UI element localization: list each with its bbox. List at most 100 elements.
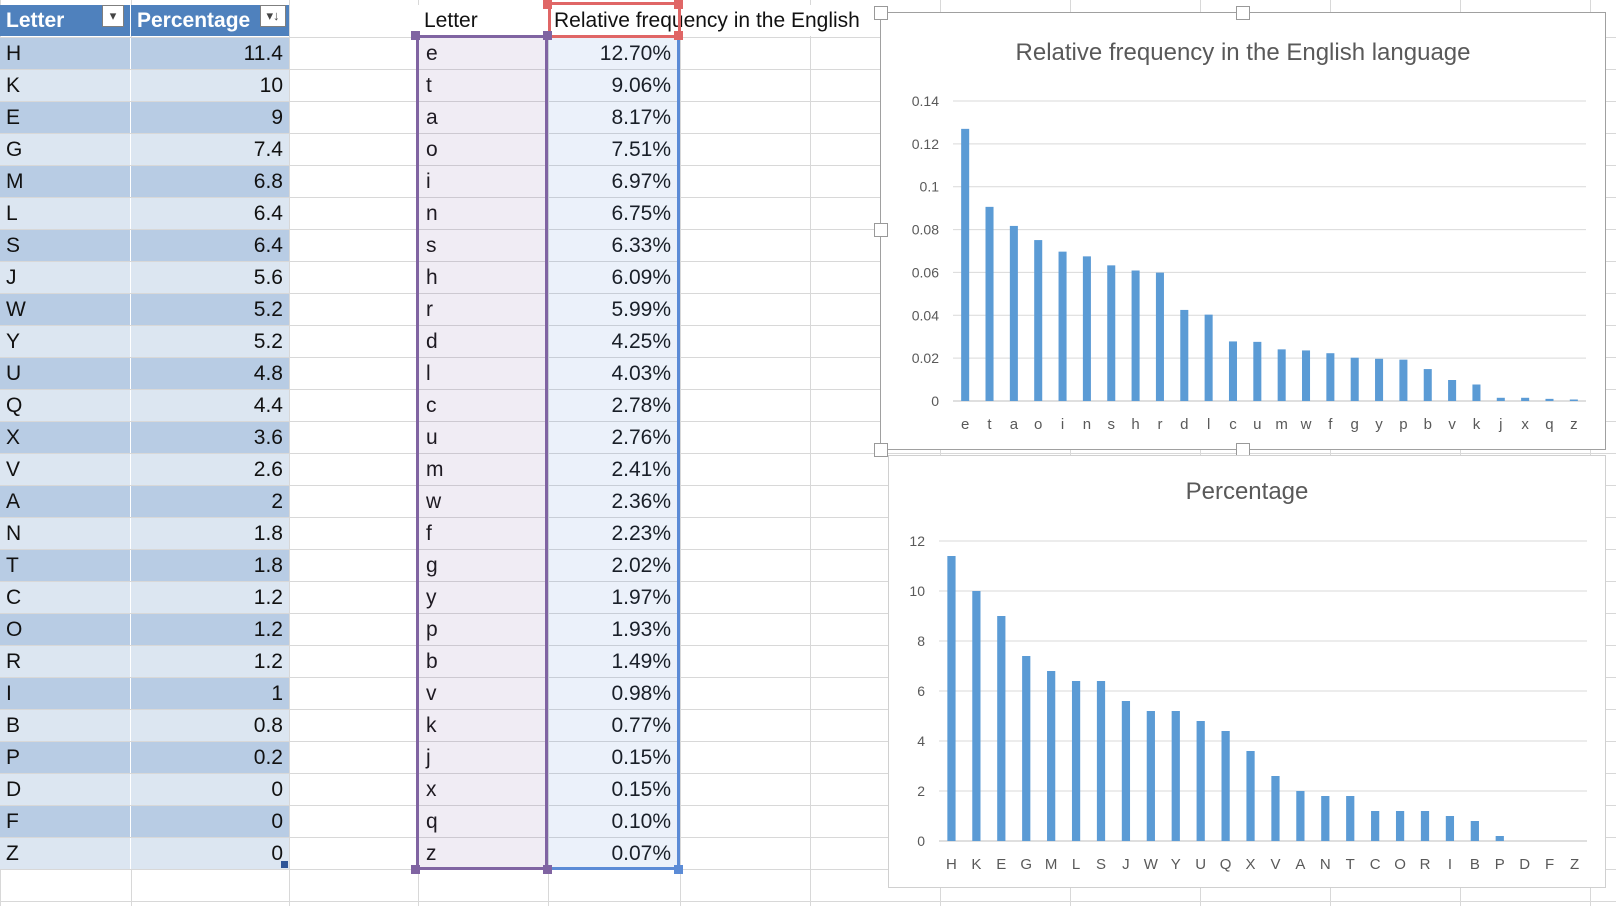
table1-letter-cell[interactable]: Q [0,390,130,421]
bar[interactable] [1321,796,1330,841]
bar[interactable] [1496,397,1505,401]
bar[interactable] [1271,776,1280,841]
selection-letter-column[interactable] [416,35,548,870]
table2-letter-cell[interactable]: z [426,842,437,865]
bar[interactable] [1034,240,1043,401]
bar[interactable] [1445,816,1455,841]
table2-letter-cell[interactable]: t [426,74,432,97]
table2-frequency-cell[interactable]: 4.03% [611,362,671,385]
table1-percentage-cell[interactable]: 11.4 [131,38,289,69]
table2-frequency-cell[interactable]: 8.17% [611,106,671,129]
bar[interactable] [1545,398,1554,401]
chart-resize-handle[interactable] [1236,6,1250,20]
table2-frequency-cell[interactable]: 0.98% [611,682,671,705]
table2-letter-cell[interactable]: j [426,746,431,769]
bar[interactable] [1472,384,1481,402]
chart-resize-handle[interactable] [874,223,888,237]
bar[interactable] [1253,341,1262,401]
table2-frequency-cell[interactable]: 2.02% [611,554,671,577]
table1-percentage-cell[interactable]: 0 [131,838,289,869]
bar[interactable] [1196,721,1205,841]
table2-frequency-cell[interactable]: 0.77% [611,714,671,737]
table2-frequency-cell[interactable]: 9.06% [611,74,671,97]
table2-letter-cell[interactable]: o [426,138,438,161]
table2-letter-cell[interactable]: e [426,42,438,65]
table1-letter-cell[interactable]: D [0,774,130,805]
table1-letter-cell[interactable]: Y [0,326,130,357]
bar[interactable] [1423,369,1432,401]
table1-percentage-cell[interactable]: 1.2 [131,646,289,677]
bar[interactable] [1131,270,1140,402]
table1-letter-cell[interactable]: V [0,454,130,485]
bar[interactable] [1071,681,1081,841]
bar[interactable] [1470,821,1479,841]
bar[interactable] [1107,265,1116,401]
table2-frequency-cell[interactable]: 6.33% [611,234,671,257]
table1-percentage-cell[interactable]: 1.8 [131,518,289,549]
table2-letter-cell[interactable]: c [426,394,437,417]
selection-handle[interactable] [674,31,683,40]
table2-frequency-cell[interactable]: 0.07% [611,842,671,865]
bar[interactable] [1448,380,1457,401]
selection-handle[interactable] [543,865,552,874]
bar[interactable] [1346,796,1355,841]
table2-letter-cell[interactable]: h [426,266,438,289]
table1-percentage-cell[interactable]: 4.4 [131,390,289,421]
table2-frequency-cell[interactable]: 0.10% [611,810,671,833]
sort-descending-icon[interactable]: ▾↓ [260,5,286,27]
table1-percentage-cell[interactable]: 9 [131,102,289,133]
table2-frequency-cell[interactable]: 2.41% [611,458,671,481]
bar[interactable] [997,616,1006,841]
bar[interactable] [985,206,994,401]
table1-letter-cell[interactable]: U [0,358,130,389]
bar[interactable] [1009,225,1018,401]
selection-frequency-column[interactable] [548,35,680,870]
table1-percentage-cell[interactable]: 1.8 [131,550,289,581]
table1-percentage-cell[interactable]: 6.4 [131,198,289,229]
table1-letter-cell[interactable]: F [0,806,130,837]
bar[interactable] [1058,251,1067,401]
table2-frequency-cell[interactable]: 6.97% [611,170,671,193]
table1-percentage-cell[interactable]: 6.4 [131,230,289,261]
selection-handle[interactable] [543,0,552,9]
chart-percentage[interactable]: Percentage 0 2 4 6 8 10 12 H K E G M L S J W Y U Q X V A N T C O R… [888,455,1606,888]
table1-percentage-cell[interactable]: 7.4 [131,134,289,165]
table2-letter-cell[interactable]: i [426,170,431,193]
table2-letter-cell[interactable]: q [426,810,438,833]
table2-letter-cell[interactable]: u [426,426,438,449]
table2-letter-cell[interactable]: f [426,522,432,545]
table2-letter-cell[interactable]: w [426,490,442,513]
table1-percentage-cell[interactable]: 1 [131,678,289,709]
table2-letter-cell[interactable]: a [426,106,438,129]
table1-percentage-cell[interactable]: 0.2 [131,742,289,773]
table2-frequency-cell[interactable]: 1.93% [611,618,671,641]
table2-frequency-cell[interactable]: 1.49% [611,650,671,673]
bar[interactable] [1204,314,1213,401]
table1-letter-cell[interactable]: N [0,518,130,549]
table2-letter-cell[interactable]: l [426,362,431,385]
bar[interactable] [1180,309,1189,401]
table2-letter-cell[interactable]: x [426,778,437,801]
table1-letter-cell[interactable]: H [0,38,130,69]
bar[interactable] [1228,341,1237,401]
bar[interactable] [1371,811,1380,841]
table2-frequency-cell[interactable]: 2.78% [611,394,671,417]
bar[interactable] [1146,711,1155,841]
table1-letter-cell[interactable]: O [0,614,130,645]
table2-frequency-cell[interactable]: 4.25% [611,330,671,353]
table1-letter-cell[interactable]: I [0,678,130,709]
table2-frequency-cell[interactable]: 2.76% [611,426,671,449]
table2-letter-cell[interactable]: r [426,298,433,321]
table1-percentage-cell[interactable]: 5.2 [131,326,289,357]
table1-letter-cell[interactable]: W [0,294,130,325]
table2-header-frequency[interactable]: Relative frequency in the English [548,5,874,36]
bar[interactable] [1375,358,1384,401]
table1-percentage-cell[interactable]: 0 [131,774,289,805]
bar[interactable] [1326,353,1335,401]
table2-frequency-cell[interactable]: 2.36% [611,490,671,513]
table1-percentage-cell[interactable]: 2.6 [131,454,289,485]
bar[interactable] [1399,359,1408,401]
bar[interactable] [1246,751,1255,841]
table2-frequency-cell[interactable]: 6.09% [611,266,671,289]
table1-percentage-cell[interactable]: 3.6 [131,422,289,453]
